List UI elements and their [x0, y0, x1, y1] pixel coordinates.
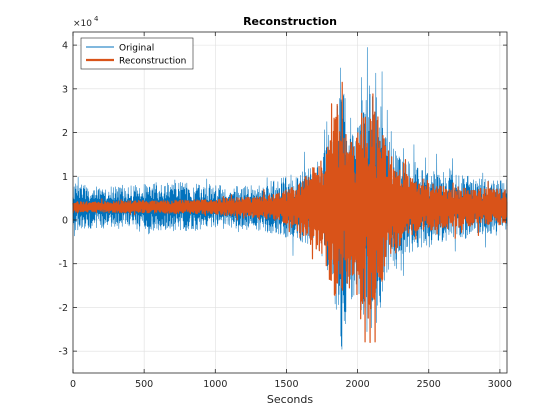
chart-title: Reconstruction	[243, 15, 337, 28]
y-tick-label: 2	[62, 128, 68, 139]
x-tick-label: 1500	[274, 379, 298, 390]
x-tick-label: 2500	[417, 379, 441, 390]
y-tick-label: 0	[62, 215, 68, 226]
y-tick-label: -2	[59, 303, 68, 314]
plot-frame	[72, 31, 508, 374]
series-layer	[72, 47, 508, 350]
legend: Original Reconstruction	[80, 37, 194, 70]
legend-label-reconstruction: Reconstruction	[119, 57, 186, 67]
y-tick-label: 3	[62, 84, 68, 95]
y-exponent-label: ×10 4	[73, 15, 99, 29]
x-tick-label: 0	[70, 379, 76, 390]
x-axis-label: Seconds	[267, 393, 313, 406]
y-axis-ticks: -3 -2 -1 0 1 2 3 4	[59, 41, 507, 358]
y-tick-label: -1	[59, 259, 68, 270]
x-axis-ticks: 0 500 1000 1500 2000 2500 3000	[70, 32, 512, 390]
x-tick-label: 1000	[203, 379, 227, 390]
x-tick-label: 500	[135, 379, 153, 390]
series-line-reconstruction	[72, 81, 508, 343]
y-tick-label: -3	[59, 347, 68, 358]
legend-label-original: Original	[119, 44, 154, 54]
y-exponent-power: 4	[94, 15, 99, 23]
x-tick-label: 3000	[488, 379, 512, 390]
x-tick-label: 2000	[345, 379, 369, 390]
y-tick-label: 1	[62, 172, 68, 183]
y-exponent-base: ×10	[73, 19, 92, 29]
y-tick-label: 4	[62, 41, 68, 52]
legend-box	[80, 37, 194, 70]
